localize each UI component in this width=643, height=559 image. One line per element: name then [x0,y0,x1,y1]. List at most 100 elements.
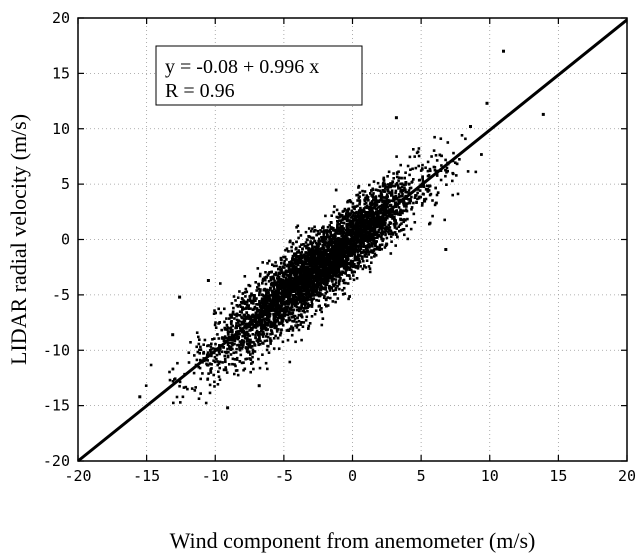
data-point [410,206,414,209]
data-point [393,184,396,188]
data-point [241,334,244,338]
data-point [231,324,234,328]
data-point [310,300,314,304]
data-point [337,268,340,272]
data-point [326,247,330,250]
data-point [260,297,264,300]
data-point [275,277,279,280]
data-point [329,233,333,236]
data-point [426,160,430,164]
data-point [286,313,289,316]
data-point [336,220,339,223]
data-point [308,270,311,273]
data-point [284,276,288,279]
data-point [330,227,333,230]
data-point [373,255,376,258]
data-point [351,271,355,274]
data-point [210,342,213,346]
data-point [370,238,374,242]
data-point [289,291,292,294]
data-point [386,199,390,202]
data-point [313,239,317,243]
data-point [256,286,259,289]
data-point [222,368,226,371]
data-point [389,252,393,255]
data-point [229,341,232,345]
data-point [370,189,373,192]
data-point [254,311,258,314]
data-point [267,345,270,348]
data-point [408,173,411,177]
data-point [227,327,231,330]
data-point [439,178,443,182]
data-point [369,212,372,215]
data-point [250,328,254,331]
data-point [254,331,258,335]
data-point [245,307,248,310]
data-point [274,273,278,277]
data-point [421,177,424,181]
data-point [372,238,376,241]
data-point [373,252,377,256]
data-point [274,261,277,264]
data-point [240,347,244,350]
data-point [347,297,350,301]
data-point [297,270,301,274]
data-point [385,225,388,229]
data-point [303,303,307,306]
data-point [283,290,287,294]
data-point [375,208,378,211]
data-point [397,187,400,190]
data-point [225,317,228,320]
data-point [376,233,379,237]
data-point [300,243,303,246]
data-point [331,289,335,292]
data-point [367,199,370,202]
data-point [378,223,382,226]
data-point [293,318,297,321]
data-point [309,229,313,233]
data-point [242,368,245,372]
data-point [220,350,224,354]
data-point [277,281,280,284]
data-point [190,387,194,390]
data-point [398,229,401,233]
data-point [323,265,326,269]
data-point [290,245,293,249]
data-point [407,183,411,186]
data-point [380,193,384,197]
data-point [364,232,368,235]
data-point [411,167,414,171]
data-point [308,304,312,307]
data-point [262,297,266,301]
data-point [307,290,311,293]
data-point [335,255,339,259]
data-point [390,184,394,188]
data-point [370,219,373,222]
data-point [268,315,271,319]
data-point [355,233,358,237]
data-point [238,345,241,349]
data-point [240,311,243,314]
data-point [321,269,324,272]
data-point [274,290,278,294]
data-point [377,230,380,234]
data-point [382,179,386,182]
data-point [369,204,372,207]
data-point [363,255,367,258]
data-point [310,260,313,263]
data-point [338,219,341,222]
data-point [236,296,240,299]
data-point [353,207,356,211]
data-point [375,236,379,239]
data-point [301,294,304,298]
data-point [342,281,346,285]
data-point [291,257,294,261]
data-point [384,185,388,189]
data-point [269,276,273,279]
data-point [240,316,244,320]
data-point [268,300,271,303]
data-point [330,275,334,278]
data-point [247,283,250,287]
data-point [249,317,253,321]
